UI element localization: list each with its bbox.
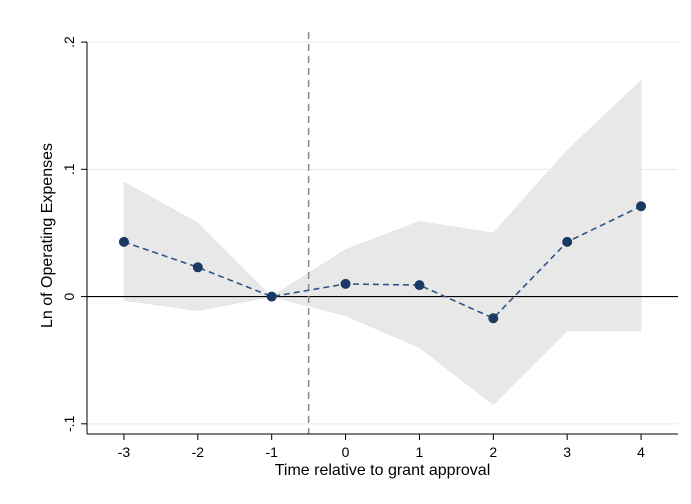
data-point bbox=[636, 201, 647, 212]
x-tick-label: -2 bbox=[192, 444, 205, 460]
data-point bbox=[192, 262, 203, 273]
y-tick-label: -.1 bbox=[61, 415, 77, 432]
x-tick-label: -3 bbox=[118, 444, 131, 460]
axes bbox=[86, 42, 678, 435]
x-tick-label: 1 bbox=[416, 444, 424, 460]
data-point bbox=[488, 313, 499, 324]
x-ticks: -3 -2 -1 0 1 2 3 4 bbox=[118, 434, 645, 460]
y-tick-label: .2 bbox=[61, 36, 77, 48]
data-point bbox=[414, 280, 425, 291]
y-ticks: -.1 0 .1 .2 bbox=[61, 36, 87, 432]
data-point bbox=[266, 291, 277, 302]
series-line-point-estimate bbox=[123, 205, 642, 320]
x-tick-label: 4 bbox=[637, 444, 645, 460]
data-point bbox=[118, 236, 129, 247]
data-points bbox=[118, 201, 647, 324]
data-point bbox=[562, 236, 573, 247]
y-tick-label: .1 bbox=[61, 163, 77, 175]
y-tick-label: 0 bbox=[61, 292, 77, 300]
x-tick-label: 3 bbox=[563, 444, 571, 460]
x-tick-label: -1 bbox=[265, 444, 278, 460]
x-tick-label: 2 bbox=[489, 444, 497, 460]
x-tick-label: 0 bbox=[342, 444, 350, 460]
x-axis-title: Time relative to grant approval bbox=[275, 462, 491, 479]
data-point bbox=[340, 278, 351, 289]
confidence-band bbox=[123, 79, 642, 406]
y-axis-title: Ln of Operating Expenses bbox=[39, 143, 56, 328]
